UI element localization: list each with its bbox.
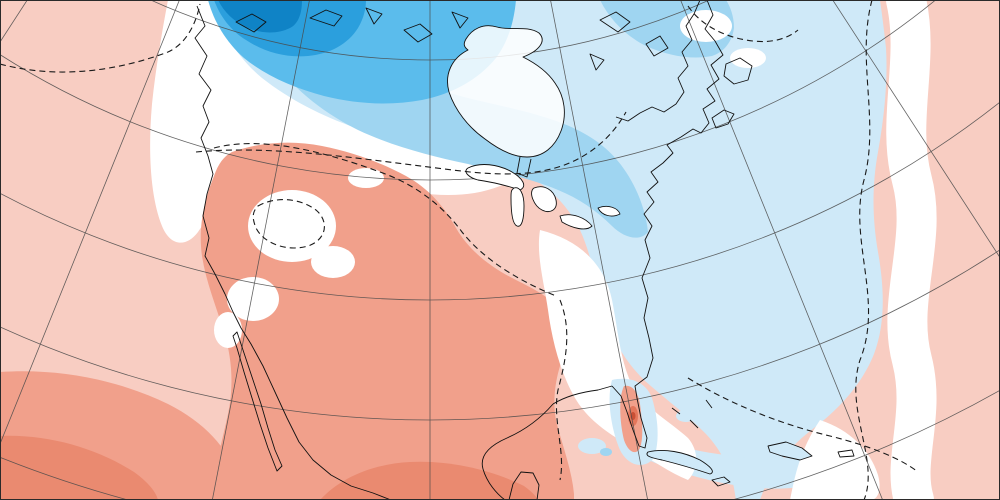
coastline-baffin-1 (599, 11, 631, 33)
contour-east-side (855, 0, 873, 500)
coastline-pacific (194, 5, 392, 500)
coastline-gulf-mexico-west (481, 403, 554, 500)
coastline-florida-atlantic (611, 0, 724, 449)
coastline-baja-peninsula (232, 331, 283, 472)
coastline-bahamas (671, 399, 713, 429)
neutral-corridor-southeast (538, 230, 697, 480)
neutral-patch-bottom-right (790, 420, 880, 500)
neutral-hole-mojave (227, 277, 279, 321)
coastline-labrador-stlawrence (615, 0, 701, 122)
coastline-baffin-3 (589, 53, 605, 71)
graticule-meridian-e1 (550, 0, 649, 500)
coastline-alaska-islands (235, 13, 267, 33)
coastline-gulf-us (552, 385, 613, 405)
coastline-puerto-rico (837, 449, 855, 458)
cold-region-darkest (218, 0, 302, 33)
neutral-strip-east (886, 0, 937, 500)
coastlines (194, 0, 855, 500)
contour-northwest (0, 3, 201, 73)
coastline-cuba (646, 449, 713, 475)
graticule-meridian-e2 (680, 0, 884, 500)
coastline-nova-scotia (711, 109, 735, 129)
contour-warm-region-east (555, 299, 568, 481)
neutral-hole-colorado (311, 246, 355, 278)
coastline-jamaica (711, 476, 731, 487)
coastline-newfoundland (723, 57, 753, 85)
coastline-arctic-island-1 (309, 9, 343, 27)
cold-speck-gulf-1 (578, 438, 606, 454)
neutral-hole-montana (348, 168, 384, 188)
coastline-yucatan (508, 471, 540, 500)
coastline-arctic-island-3 (403, 23, 433, 43)
graticule-meridian-w1 (211, 0, 310, 500)
contour-warm-region-north (213, 143, 557, 297)
lake-erie (559, 214, 593, 230)
contour-bottom-right (687, 377, 919, 473)
coastline-arctic-island-4 (451, 11, 469, 29)
neutral-hole-great-basin (248, 190, 336, 262)
warm-region-southwest-core (0, 435, 158, 500)
contour-northern-plains (195, 111, 627, 175)
neutral-spot-top-right-2 (730, 48, 766, 68)
coastline-baffin-2 (645, 35, 669, 57)
cold-speck-gulf-2 (600, 448, 612, 456)
lake-huron (531, 186, 557, 212)
coastline-arctic-island-2 (365, 7, 383, 25)
coastline-hispaniola (767, 441, 813, 461)
local-anomaly-accents (578, 378, 696, 465)
neutral-spot-top-right-1 (680, 10, 732, 42)
coastline-hudson-bay (447, 25, 565, 158)
cold-speck-bahamas (676, 410, 696, 422)
contour-great-basin-ring (252, 199, 325, 249)
graticule-meridian-w2 (0, 0, 180, 446)
neutral-corridors (214, 10, 880, 500)
neutral-hole-california-coast (214, 312, 242, 348)
coastline-james-bay (516, 156, 532, 178)
zero-anomaly-contours (0, 0, 919, 500)
cold-anomaly-regions (208, 0, 887, 500)
lake-ontario (597, 205, 621, 217)
lake-michigan (510, 187, 525, 227)
